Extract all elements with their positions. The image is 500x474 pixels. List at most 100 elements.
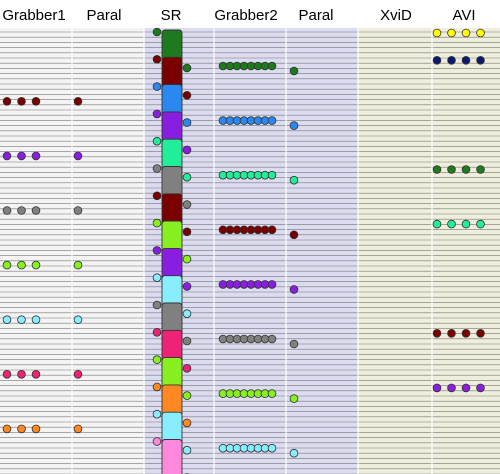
grabber2-frame-dot (267, 61, 277, 71)
grabber1-frame-dot (31, 206, 41, 215)
sr-end-marker (182, 118, 192, 127)
avi-frame-dot (432, 219, 442, 229)
avi-frame-dot (447, 383, 456, 393)
sr-start-marker (152, 382, 162, 392)
grabber1-frame-dot (2, 369, 12, 379)
sr-start-marker (152, 82, 162, 91)
sr-end-marker (182, 418, 192, 428)
sr-end-marker (182, 172, 192, 182)
avi-frame-dot (461, 219, 471, 229)
lane-avi (432, 28, 500, 474)
paral1-frame-dot (73, 315, 83, 325)
sr-end-marker (182, 336, 192, 346)
grabber1-frame-dot (2, 315, 12, 325)
sr-end-marker (182, 445, 192, 455)
grabber1-frame-dot (2, 206, 12, 215)
grabber1-frame-dot (31, 97, 41, 106)
sr-start-marker (152, 136, 162, 146)
sr-start-marker (152, 273, 162, 283)
avi-frame-dot (476, 328, 485, 338)
paral1-frame-dot (73, 260, 83, 270)
grabber1-frame-dot (31, 424, 41, 434)
grabber2-frame-dot (267, 443, 277, 453)
sr-start-marker (152, 54, 162, 64)
column-header-paral2: Paral (298, 7, 333, 24)
avi-frame-dot (476, 165, 485, 174)
sr-start-marker (152, 437, 162, 446)
paral1-frame-dot (73, 97, 83, 106)
avi-frame-dot (461, 165, 471, 174)
grabber1-frame-dot (2, 260, 12, 270)
sr-end-marker (182, 145, 192, 155)
grabber1-frame-dot (2, 97, 12, 106)
sr-end-marker (182, 63, 192, 73)
paral1-frame-dot (73, 369, 83, 379)
column-header-avi: AVI (452, 7, 475, 24)
sr-end-marker (182, 91, 192, 100)
sr-end-marker (182, 282, 192, 291)
grabber1-frame-dot (31, 260, 41, 270)
avi-frame-dot (461, 383, 471, 393)
avi-frame-dot (461, 328, 471, 338)
grabber1-frame-dot (17, 97, 26, 106)
paral1-frame-dot (73, 424, 83, 434)
avi-frame-dot (476, 383, 485, 393)
paral2-frame-dot (289, 175, 299, 185)
grabber1-frame-dot (17, 206, 26, 215)
sr-start-marker (152, 409, 162, 419)
paral2-frame-dot (289, 339, 299, 349)
column-header-xvid: XviD (380, 7, 412, 24)
avi-frame-dot (461, 55, 471, 65)
sr-end-marker (182, 254, 192, 264)
avi-frame-dot (476, 219, 485, 229)
column-header-sr: SR (161, 7, 182, 24)
paral2-frame-dot (289, 285, 299, 294)
avi-frame-dot (447, 55, 456, 65)
sr-start-marker (152, 246, 162, 255)
paral2-frame-dot (289, 394, 299, 403)
grabber2-frame-dot (267, 225, 277, 235)
grabber2-frame-dot (267, 170, 277, 180)
grabber1-frame-dot (31, 151, 41, 161)
sr-start-marker (152, 27, 162, 37)
sr-start-marker (152, 355, 162, 364)
paral2-frame-dot (289, 230, 299, 240)
grabber1-frame-dot (17, 260, 26, 270)
grabber1-frame-dot (31, 369, 41, 379)
grabber2-frame-dot (267, 116, 277, 125)
sr-start-marker (152, 109, 162, 119)
grabber1-frame-dot (2, 151, 12, 161)
avi-frame-dot (432, 328, 442, 338)
avi-frame-dot (432, 165, 442, 174)
avi-frame-dot (432, 383, 442, 393)
paral1-frame-dot (73, 151, 83, 161)
sr-end-marker (182, 391, 192, 400)
avi-frame-dot (447, 28, 456, 38)
sr-end-marker (182, 200, 192, 209)
column-header-grabber1: Grabber1 (2, 7, 65, 24)
avi-frame-dot (447, 328, 456, 338)
grabber1-frame-dot (17, 315, 26, 325)
sr-end-marker (182, 363, 192, 373)
avi-frame-dot (432, 28, 442, 38)
avi-frame-dot (447, 165, 456, 174)
paral1-frame-dot (73, 206, 83, 215)
grabber2-frame-dot (267, 334, 277, 344)
sr-block (161, 439, 183, 474)
sr-start-marker (152, 300, 162, 310)
grabber2-frame-dot (267, 389, 277, 398)
paral2-frame-dot (289, 448, 299, 458)
sr-end-marker (182, 309, 192, 319)
sr-start-marker (152, 164, 162, 173)
sr-start-marker (152, 191, 162, 201)
lane-xvid (358, 28, 432, 474)
column-header-grabber2: Grabber2 (214, 7, 277, 24)
avi-frame-dot (461, 28, 471, 38)
avi-frame-dot (432, 55, 442, 65)
grabber1-frame-dot (17, 369, 26, 379)
avi-frame-dot (447, 219, 456, 229)
avi-frame-dot (476, 55, 485, 65)
grabber1-frame-dot (31, 315, 41, 325)
